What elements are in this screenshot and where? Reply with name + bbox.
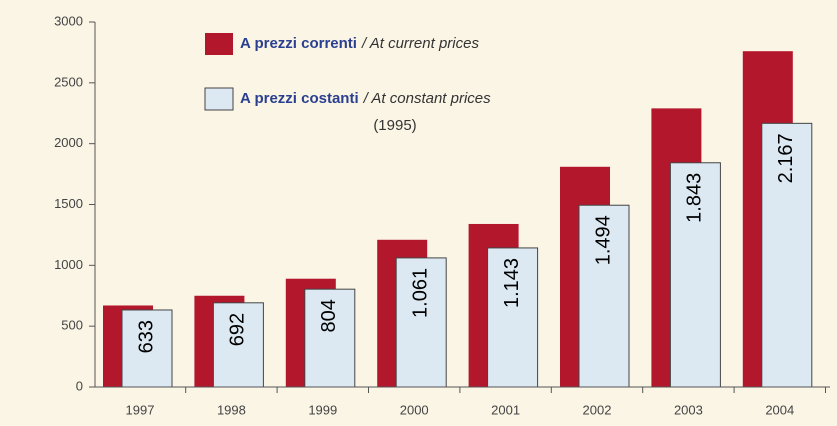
value-label: 1.143 — [501, 258, 523, 308]
x-tick-label: 2002 — [583, 402, 612, 417]
y-tick-label: 2500 — [54, 74, 83, 89]
value-label: 804 — [318, 299, 340, 332]
legend-name-en: / At constant prices — [363, 90, 492, 107]
x-tick-label: 2004 — [765, 402, 794, 417]
y-tick-label: 1500 — [54, 196, 83, 211]
bar — [487, 247, 539, 388]
y-tick-label: 500 — [61, 318, 83, 333]
x-tick-label: 2003 — [674, 402, 703, 417]
x-tick-label: 1998 — [217, 402, 246, 417]
bar — [578, 204, 630, 388]
bar — [304, 288, 356, 388]
bar — [669, 162, 721, 388]
legend-note: (1995) — [373, 117, 416, 134]
legend-swatch — [205, 33, 233, 55]
x-tick-label: 2000 — [400, 402, 429, 417]
y-tick-label: 3000 — [54, 13, 83, 28]
legend-name: A prezzi correnti — [240, 35, 357, 52]
value-label: 1.061 — [409, 268, 431, 318]
value-label: 2.167 — [775, 133, 797, 183]
value-label: 633 — [135, 320, 157, 353]
legend-name: A prezzi costanti — [240, 90, 359, 107]
legend-name-en: / At current prices — [361, 35, 479, 52]
legend-label: A prezzi correnti / At current prices — [240, 35, 479, 52]
y-tick-label: 2000 — [54, 135, 83, 150]
x-tick-label: 1997 — [126, 402, 155, 417]
legend-label: A prezzi costanti / At constant prices — [240, 90, 491, 107]
value-label: 1.843 — [684, 173, 706, 223]
bar — [395, 257, 447, 388]
y-tick-label: 0 — [76, 378, 83, 393]
y-tick-label: 1000 — [54, 257, 83, 272]
value-label: 692 — [227, 313, 249, 346]
x-tick-label: 1999 — [308, 402, 337, 417]
legend-swatch — [204, 87, 234, 111]
x-tick-label: 2001 — [491, 402, 520, 417]
value-label: 1.494 — [592, 215, 614, 265]
bar — [121, 309, 173, 388]
